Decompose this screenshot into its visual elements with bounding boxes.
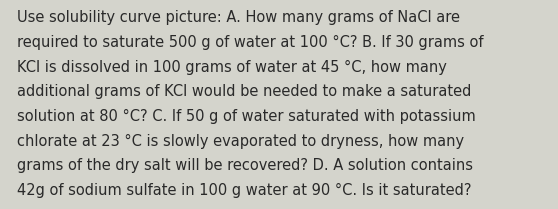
Text: 42g of sodium sulfate in 100 g water at 90 °C. Is it saturated?: 42g of sodium sulfate in 100 g water at … — [17, 183, 472, 198]
Text: additional grams of KCl would be needed to make a saturated: additional grams of KCl would be needed … — [17, 84, 471, 99]
Text: KCl is dissolved in 100 grams of water at 45 °C, how many: KCl is dissolved in 100 grams of water a… — [17, 60, 446, 75]
Text: solution at 80 °C? C. If 50 g of water saturated with potassium: solution at 80 °C? C. If 50 g of water s… — [17, 109, 475, 124]
Text: chlorate at 23 °C is slowly evaporated to dryness, how many: chlorate at 23 °C is slowly evaporated t… — [17, 134, 464, 149]
Text: grams of the dry salt will be recovered? D. A solution contains: grams of the dry salt will be recovered?… — [17, 158, 473, 173]
Text: Use solubility curve picture: A. How many grams of NaCl are: Use solubility curve picture: A. How man… — [17, 10, 460, 25]
Text: required to saturate 500 g of water at 100 °C? B. If 30 grams of: required to saturate 500 g of water at 1… — [17, 35, 483, 50]
